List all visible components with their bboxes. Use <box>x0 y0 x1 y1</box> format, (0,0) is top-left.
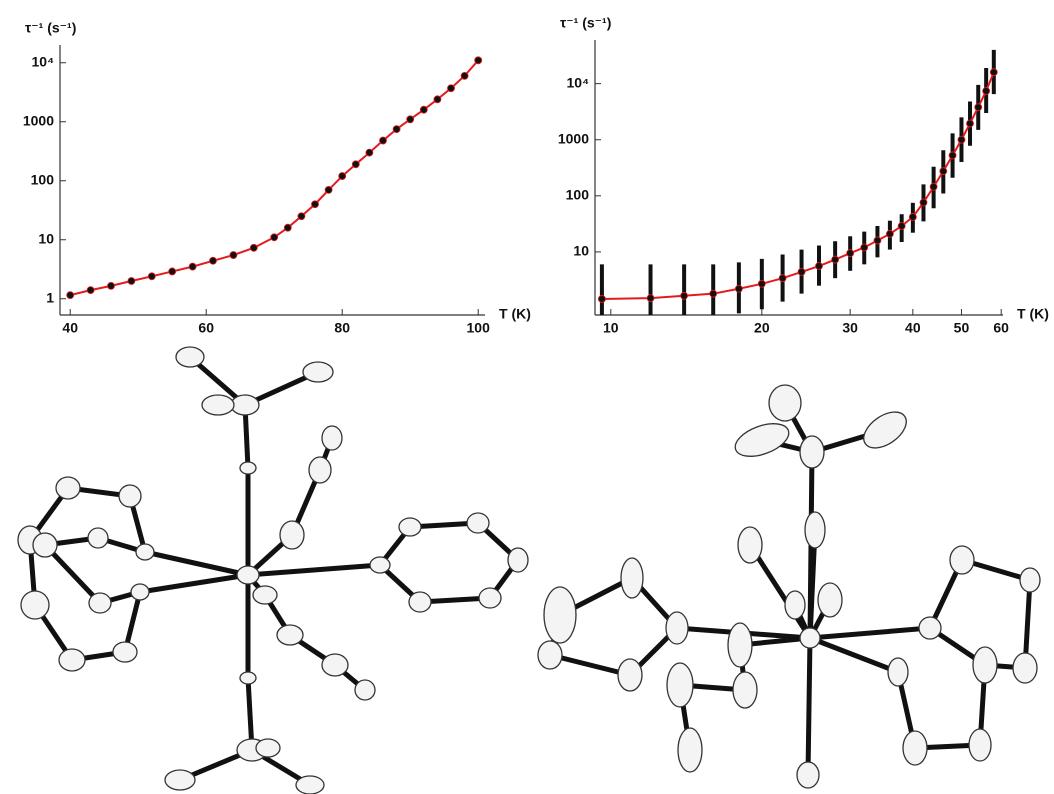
data-point <box>393 126 400 133</box>
y-tick-label: 10⁴ <box>567 74 590 90</box>
y-axis-label: τ⁻¹ (s⁻¹) <box>25 20 76 36</box>
x-tick-label: 100 <box>467 320 491 336</box>
data-point <box>975 104 982 111</box>
x-tick-label: 40 <box>62 320 78 336</box>
data-point <box>861 244 868 251</box>
data-point <box>940 168 947 175</box>
data-point <box>250 244 257 251</box>
data-point <box>990 69 997 76</box>
data-point <box>352 161 359 168</box>
data-point <box>815 263 822 270</box>
data-point <box>958 136 965 143</box>
x-tick-label: 60 <box>993 320 1009 336</box>
data-point <box>909 213 916 220</box>
y-tick-label: 100 <box>31 171 55 187</box>
x-tick-label: 40 <box>905 320 921 336</box>
molecule-left <box>18 347 528 794</box>
data-point <box>189 263 196 270</box>
figure: 1 10 100 1000 10⁴ 40 60 80 100 τ⁻¹ (s⁻¹) T (K) 10 10… <box>0 0 1054 794</box>
x-tick-label: 10 <box>603 320 619 336</box>
data-point <box>874 237 881 244</box>
data-point <box>407 116 414 123</box>
x-axis-label: T (K) <box>1017 306 1049 322</box>
data-point <box>271 234 278 241</box>
data-point <box>475 57 482 64</box>
data-point <box>298 213 305 220</box>
data-point <box>758 280 765 287</box>
data-point <box>169 268 176 275</box>
data-point <box>108 282 115 289</box>
data-point <box>461 72 468 79</box>
data-point <box>380 137 387 144</box>
y-tick-label: 1000 <box>558 130 589 146</box>
y-tick-label: 10 <box>573 243 589 259</box>
data-point <box>710 290 717 297</box>
y-axis-label: τ⁻¹ (s⁻¹) <box>560 15 611 31</box>
data-point <box>847 250 854 257</box>
data-point <box>420 106 427 113</box>
data-point <box>735 285 742 292</box>
data-point <box>325 186 332 193</box>
data-point <box>67 292 74 299</box>
data-point <box>886 230 893 237</box>
data-point <box>681 292 688 299</box>
data-point <box>448 85 455 92</box>
data-point <box>779 275 786 282</box>
data-point <box>647 295 654 302</box>
data-point <box>598 295 605 302</box>
data-point <box>210 257 217 264</box>
x-tick-label: 60 <box>198 320 214 336</box>
x-tick-label: 20 <box>754 320 770 336</box>
data-point <box>832 256 839 263</box>
data-point <box>339 173 346 180</box>
data-point <box>967 120 974 127</box>
data-point <box>312 201 319 208</box>
y-tick-label: 1000 <box>23 112 54 128</box>
data-point <box>983 87 990 94</box>
data-point <box>798 268 805 275</box>
data-point <box>230 252 237 259</box>
x-tick-label: 50 <box>954 320 970 336</box>
x-tick-label: 80 <box>334 320 350 336</box>
data-point <box>930 183 937 190</box>
data-point <box>949 152 956 159</box>
y-tick-label: 10 <box>38 230 54 246</box>
data-point <box>148 273 155 280</box>
molecule-right <box>538 385 1040 788</box>
data-point <box>366 149 373 156</box>
fit-line <box>70 60 478 295</box>
y-tick-label: 1 <box>46 289 54 305</box>
data-point <box>920 199 927 206</box>
data-point <box>434 96 441 103</box>
data-point <box>898 222 905 229</box>
y-tick-label: 10⁴ <box>32 53 55 69</box>
data-point <box>284 224 291 231</box>
data-point <box>87 287 94 294</box>
x-axis-label: T (K) <box>499 306 531 322</box>
y-tick-label: 100 <box>566 187 590 203</box>
data-point <box>128 277 135 284</box>
x-tick-label: 30 <box>842 320 858 336</box>
